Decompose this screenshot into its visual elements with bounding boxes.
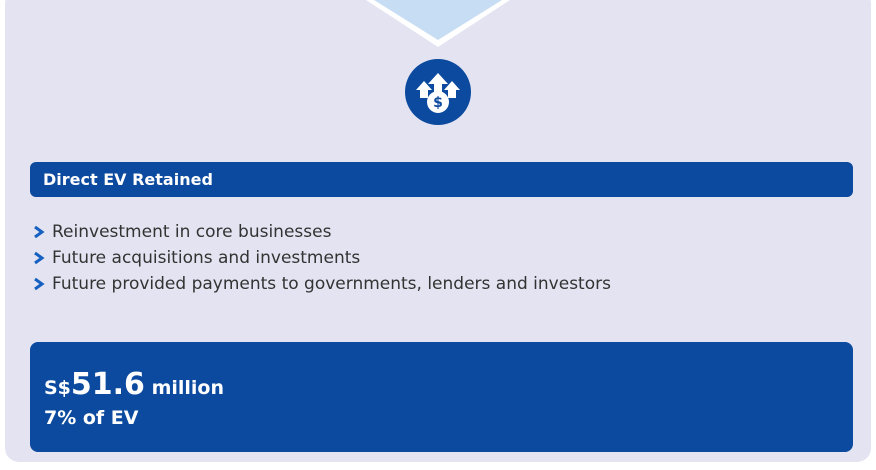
chevron xyxy=(366,0,510,47)
bullet: Reinvestment in core businesses xyxy=(33,219,611,245)
bullet-text: Future provided payments to governments,… xyxy=(52,274,611,294)
bullet: Future provided payments to governments,… xyxy=(33,271,611,297)
bullet-list: Reinvestment in core businesses Future ac… xyxy=(33,219,611,297)
amount: 51.6 xyxy=(70,367,145,402)
bullet-text: Future acquisitions and investments xyxy=(52,248,361,268)
unit: million xyxy=(151,377,224,399)
icon: $ xyxy=(405,59,471,125)
bullet-arrow xyxy=(34,277,45,291)
section-header: Direct EV Retained xyxy=(30,162,853,197)
currency: S$ xyxy=(44,377,71,399)
bullet-text: Reinvestment in core businesses xyxy=(52,222,332,242)
summary-box: S$51.6 million 7% of EV xyxy=(30,342,853,452)
svg-text:$: $ xyxy=(433,95,443,111)
bullet-arrow xyxy=(34,251,45,265)
bullet: Future acquisitions and investments xyxy=(33,245,611,271)
bullet-arrow xyxy=(34,225,45,239)
share: 7% of EV xyxy=(44,407,139,429)
